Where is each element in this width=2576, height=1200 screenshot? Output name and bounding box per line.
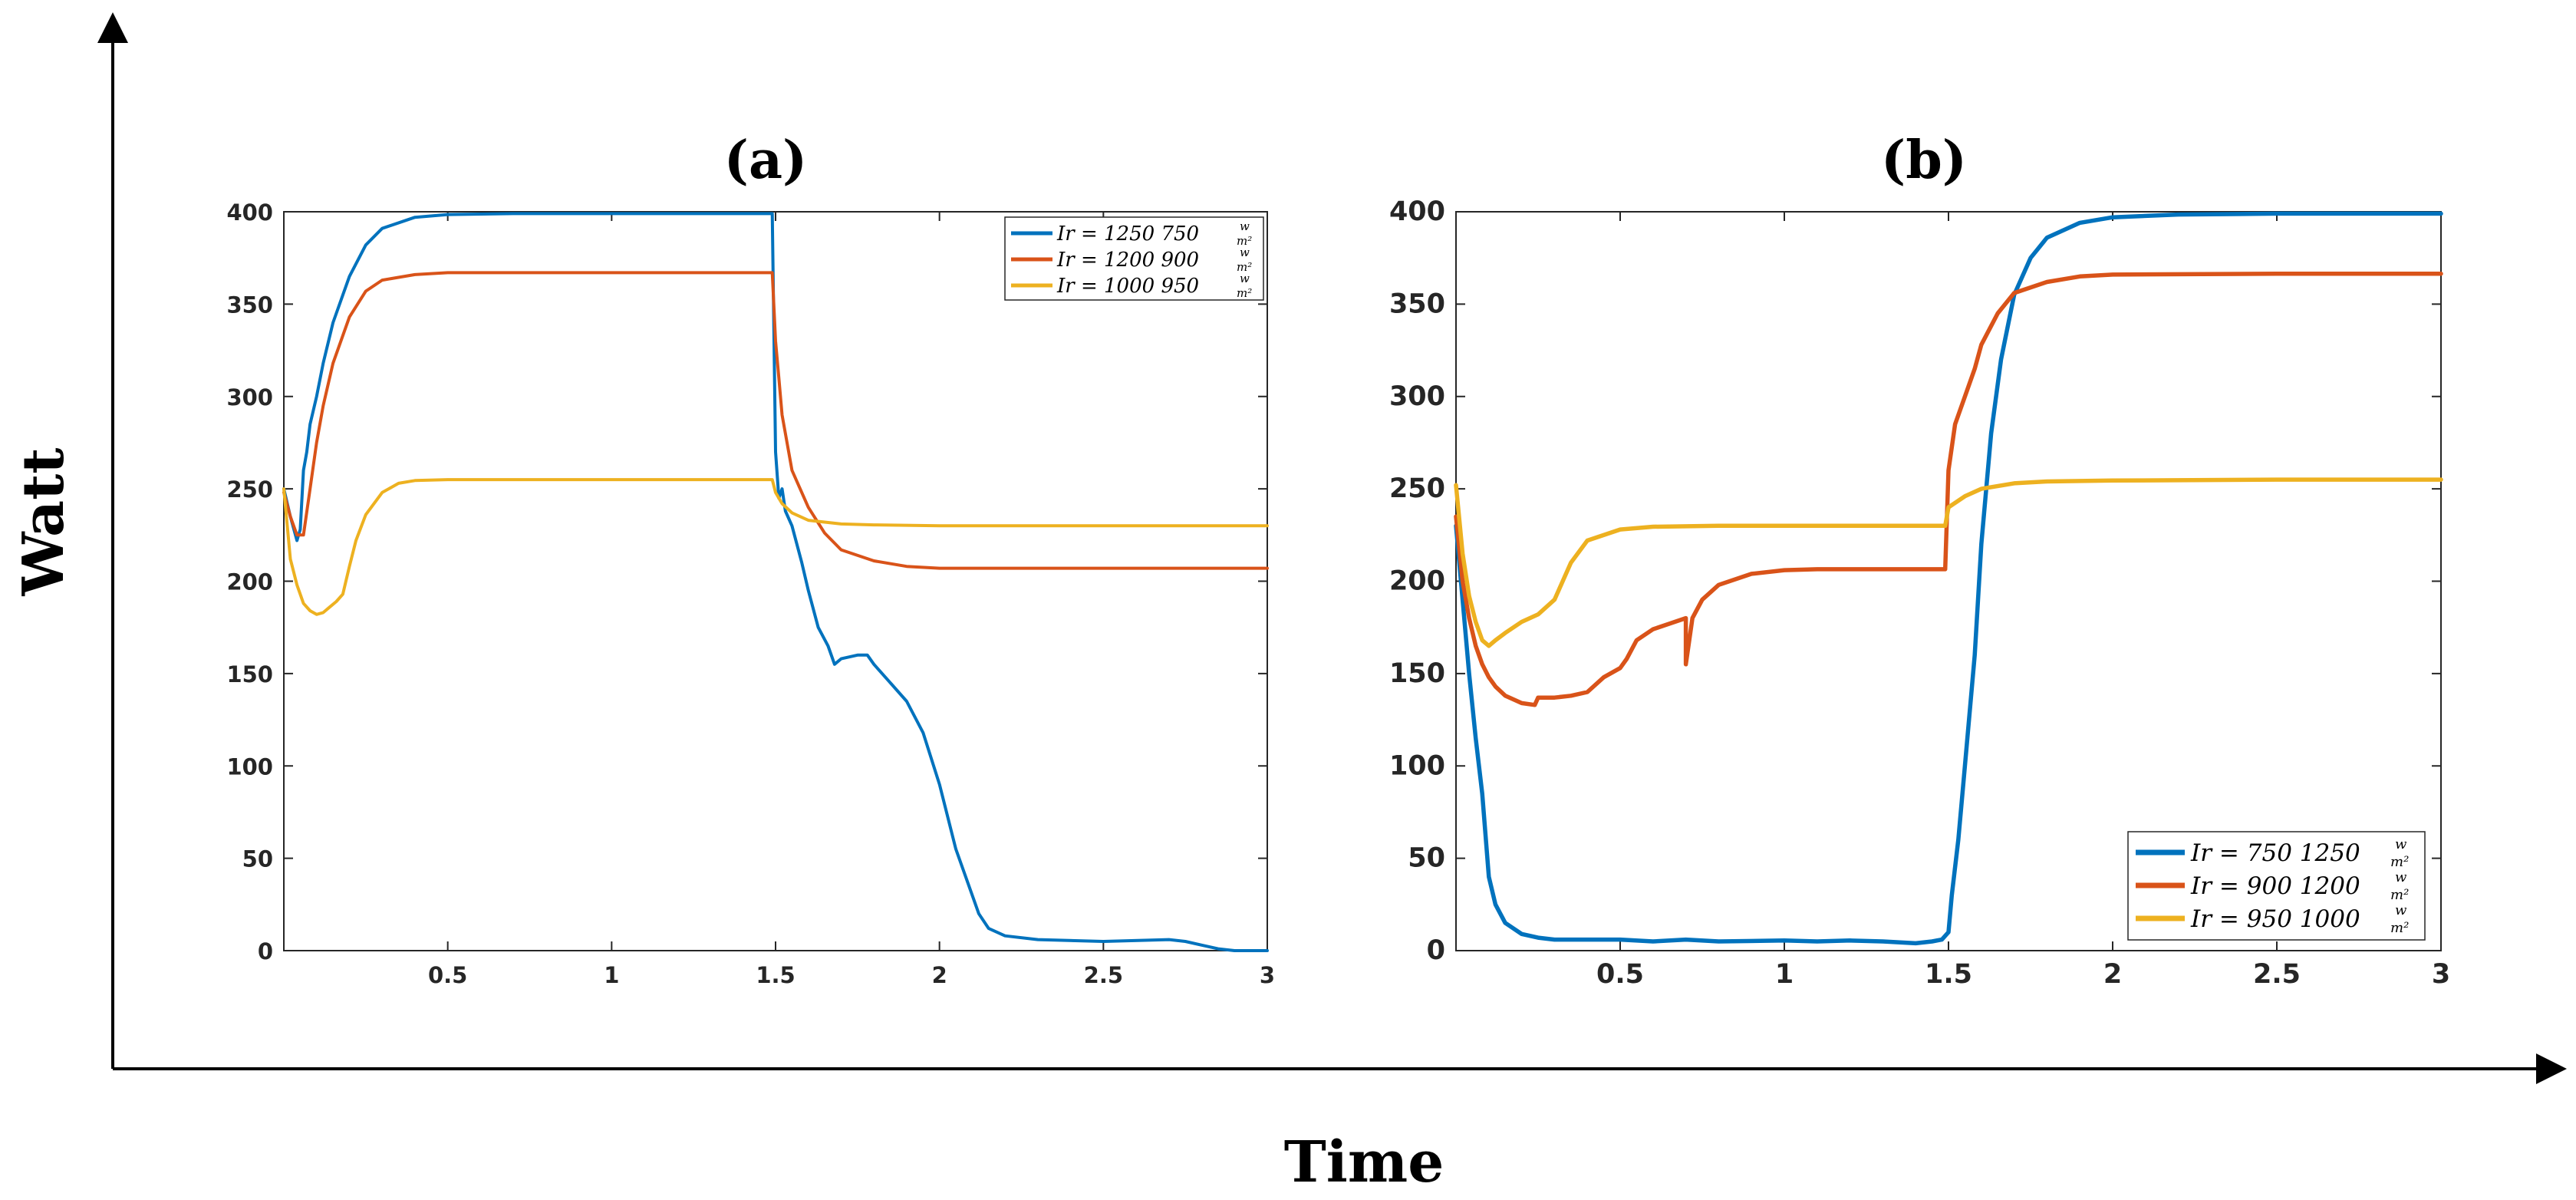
legend-a-den-1: m² <box>1237 260 1252 274</box>
panel-a-xtick-label: 2 <box>932 962 947 988</box>
legend-a-text-2: Ir = 1000 950 <box>1056 275 1199 298</box>
panel-a-series <box>282 212 1269 952</box>
panel-a-title: (a) <box>724 130 807 191</box>
panel-b-title: (b) <box>1881 130 1967 191</box>
panel-b-series-line-1 <box>1454 271 2443 707</box>
panel-a-ytick-label: 300 <box>226 384 273 410</box>
panel-b-ytick-label: 150 <box>1389 658 1445 689</box>
panel-b-series-line-0 <box>1454 211 2443 946</box>
panel-b-ytick-label: 300 <box>1389 381 1445 412</box>
legend-b-den-2: m² <box>2390 920 2409 936</box>
legend-b-text-2: Ir = 950 1000 <box>2190 905 2360 933</box>
legend-a-den-2: m² <box>1237 286 1252 300</box>
legend-b-text-0: Ir = 750 1250 <box>2190 839 2360 867</box>
panel-b-ytick-label: 350 <box>1389 288 1445 319</box>
panel-a-ytick-label: 100 <box>226 753 273 780</box>
panel-b-ytick-label: 50 <box>1408 843 1445 874</box>
legend-a-text-1: Ir = 1200 900 <box>1056 249 1199 272</box>
panel-a-ytick-label: 0 <box>258 938 273 964</box>
panel-b-series-line-2 <box>1454 477 2443 648</box>
panel-b-ytick-label: 250 <box>1389 473 1445 504</box>
panel-b-xtick-label: 2.5 <box>2253 959 2301 990</box>
panel-a-series-line-0 <box>282 212 1269 952</box>
panel-b: (b) 0 50 100 150 200 250 300 350 400 0.5 1 1.5 2 2.5 3… <box>1389 130 2450 990</box>
panel-a-series-line-1 <box>282 271 1269 570</box>
panel-b-ytick-label: 200 <box>1389 566 1445 597</box>
panel-a-xtick-label: 1 <box>604 962 619 988</box>
panel-a-series-line-2 <box>282 478 1269 616</box>
legend-a-num-1: w <box>1240 246 1250 259</box>
panel-a-ytick-label: 150 <box>226 661 273 687</box>
legend-b-num-0: w <box>2395 836 2407 852</box>
panel-b-plot-area <box>1455 211 2442 951</box>
legend-b-num-1: w <box>2395 869 2407 885</box>
panel-a-ytick-label: 250 <box>226 476 273 503</box>
panel-b-xtick-label: 1.5 <box>1925 959 1972 990</box>
panel-a-xtick-label: 1.5 <box>756 962 795 988</box>
panel-a-ytick-label: 400 <box>226 199 273 226</box>
panel-a-ticks: 0 50 100 150 200 250 300 350 400 0.5 1 1.5 2 2.5 3 <box>226 199 1275 988</box>
panel-a: (a) 0 50 100 150 200 250 300 350 400 0.5 1 1.5 2 2.5 3… <box>226 130 1275 988</box>
panel-b-ytick-label: 0 <box>1427 935 1445 966</box>
panel-b-ytick-label: 100 <box>1389 750 1445 781</box>
panel-b-ytick-label: 400 <box>1389 196 1445 227</box>
legend-a-num-2: w <box>1240 272 1250 285</box>
panel-b-xtick-label: 1 <box>1775 959 1794 990</box>
global-ylabel: Watt <box>11 448 77 597</box>
legend-b-den-1: m² <box>2390 887 2409 903</box>
global-xlabel: Time <box>1284 1129 1444 1195</box>
panel-b-xtick-label: 0.5 <box>1596 959 1644 990</box>
panel-b-legend: Ir = 750 1250 w m² Ir = 900 1200 w m² Ir… <box>2127 831 2426 941</box>
panel-b-xtick-label: 2 <box>2103 959 2122 990</box>
panel-a-xtick-label: 0.5 <box>428 962 467 988</box>
legend-b-den-0: m² <box>2390 854 2409 870</box>
legend-a-den-0: m² <box>1237 234 1252 248</box>
panel-a-xtick-label: 3 <box>1260 962 1275 988</box>
panel-b-ticks: 0 50 100 150 200 250 300 350 400 0.5 1 1.5 2 2.5 3 <box>1389 196 2450 990</box>
legend-b-num-2: w <box>2395 902 2407 918</box>
panel-a-xtick-label: 2.5 <box>1084 962 1123 988</box>
panel-a-ytick-label: 200 <box>226 569 273 595</box>
panel-a-legend: Ir = 1250 750 w m² Ir = 1200 900 w m² Ir… <box>1004 216 1264 301</box>
panel-a-ytick-label: 350 <box>226 292 273 318</box>
panel-b-series <box>1454 211 2443 946</box>
legend-a-text-0: Ir = 1250 750 <box>1056 223 1199 246</box>
legend-a-num-0: w <box>1240 219 1250 233</box>
legend-b-text-1: Ir = 900 1200 <box>2190 872 2360 900</box>
panel-b-xtick-label: 3 <box>2432 959 2450 990</box>
panel-a-ytick-label: 50 <box>242 846 273 872</box>
